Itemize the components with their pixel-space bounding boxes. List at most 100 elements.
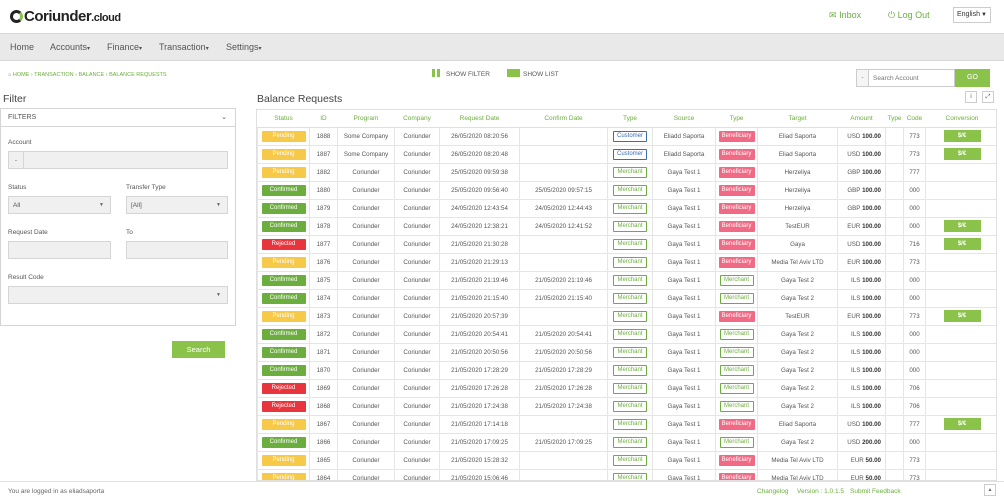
nav-home[interactable]: Home (10, 42, 34, 52)
column-header[interactable]: Confirm Date (519, 110, 608, 128)
breadcrumb-balance-requests[interactable]: BALANCE REQUESTS (109, 72, 167, 78)
inbox-label: Inbox (839, 10, 862, 20)
show-list-toggle[interactable]: SHOW LIST (507, 69, 559, 78)
expand-icon[interactable]: ⤢ (982, 91, 994, 103)
changelog-link[interactable]: Changelog (757, 488, 789, 495)
conversion-button[interactable]: $/€ (943, 238, 981, 250)
table-row[interactable]: Confirmed 1879 Coriunder Coriunder 24/05/202… (257, 198, 996, 218)
filters-collapse-header[interactable]: FILTERS ⌄ (1, 109, 235, 127)
request-date-from-field[interactable] (8, 241, 111, 259)
table-row[interactable]: Confirmed 1872 Coriunder Coriunder 21/05/202… (257, 324, 996, 344)
column-header[interactable]: Target (757, 110, 838, 128)
conversion-button[interactable]: $/€ (943, 130, 981, 142)
id-cell[interactable]: 1876 (309, 252, 338, 272)
table-row[interactable]: Pending 1865 Coriunder Coriunder 21/05/2020 … (257, 450, 996, 470)
column-header[interactable]: Conversion (925, 110, 996, 128)
nav-accounts[interactable]: Accounts▾ (50, 42, 90, 52)
id-cell[interactable]: 1878 (309, 216, 338, 236)
column-header[interactable]: Program (337, 110, 395, 128)
id-cell[interactable]: 1872 (309, 324, 338, 344)
table-row[interactable]: Pending 1887 Some Company Coriunder 26/05/20… (257, 144, 996, 164)
show-filter-toggle[interactable]: SHOW FILTER (432, 69, 490, 78)
nav-finance[interactable]: Finance▾ (107, 42, 142, 52)
column-header[interactable]: Status (257, 110, 310, 128)
id-cell[interactable]: 1866 (309, 432, 338, 452)
table-row[interactable]: Pending 1882 Coriunder Coriunder 25/05/2020 … (257, 162, 996, 182)
table-row[interactable]: Confirmed 1874 Coriunder Coriunder 21/05/202… (257, 288, 996, 308)
nav-transaction[interactable]: Transaction▾ (159, 42, 209, 52)
table-row[interactable]: Confirmed 1878 Coriunder Coriunder 24/05/202… (257, 216, 996, 236)
table-row[interactable]: Pending 1873 Coriunder Coriunder 21/05/2020 … (257, 306, 996, 326)
column-header[interactable]: ID (309, 110, 338, 128)
filter-search-button[interactable]: Search (172, 341, 225, 358)
id-cell[interactable]: 1873 (309, 306, 338, 326)
table-row[interactable]: Confirmed 1880 Coriunder Coriunder 25/05/202… (257, 180, 996, 200)
column-header[interactable]: Type (607, 110, 653, 128)
table-row[interactable]: Rejected 1877 Coriunder Coriunder 21/05/2020… (257, 234, 996, 254)
info-icon[interactable]: i (965, 91, 977, 103)
id-cell[interactable]: 1875 (309, 270, 338, 290)
source-type-badge: Merchant (613, 274, 647, 286)
conversion-button[interactable]: $/€ (943, 220, 981, 232)
source-type-cell: Merchant (607, 306, 653, 326)
go-button[interactable]: GO (955, 69, 990, 87)
status-cell: Pending (257, 252, 310, 272)
id-cell[interactable]: 1879 (309, 198, 338, 218)
language-select[interactable]: English ▼ (953, 7, 991, 23)
column-header[interactable]: Amount (837, 110, 886, 128)
column-header[interactable]: Type (715, 110, 758, 128)
table-row[interactable]: Rejected 1869 Coriunder Coriunder 21/05/2020… (257, 378, 996, 398)
table-row[interactable]: Confirmed 1870 Coriunder Coriunder 21/05/202… (257, 360, 996, 380)
id-cell[interactable]: 1868 (309, 396, 338, 416)
column-header[interactable]: Source (652, 110, 716, 128)
result-code-select[interactable]: ▼ (8, 286, 228, 304)
source-cell: Gaya Test 1 (652, 234, 716, 254)
id-cell[interactable]: 1864 (309, 468, 338, 480)
breadcrumb-balance[interactable]: BALANCE (78, 72, 105, 78)
submit-feedback-link[interactable]: Submit Feedback (850, 488, 901, 495)
account-field[interactable] (24, 151, 228, 169)
conversion-button[interactable]: $/€ (943, 148, 981, 160)
table-row[interactable]: Confirmed 1871 Coriunder Coriunder 21/05/202… (257, 342, 996, 362)
column-header[interactable]: Request Date (439, 110, 520, 128)
id-cell[interactable]: 1869 (309, 378, 338, 398)
table-row[interactable]: Pending 1888 Some Company Coriunder 26/05/20… (257, 126, 996, 146)
table-row[interactable]: Pending 1864 Coriunder Coriunder 21/05/2020 … (257, 468, 996, 480)
id-cell[interactable]: 1877 (309, 234, 338, 254)
nav-home-label: Home (10, 42, 35, 52)
conversion-button[interactable]: $/€ (943, 418, 981, 430)
id-cell[interactable]: 1880 (309, 180, 338, 200)
request-date-to-field[interactable] (126, 241, 228, 259)
transfer-type-select[interactable]: [All] ▼ (126, 196, 228, 214)
chevron-up-icon[interactable]: ▲ (984, 484, 996, 496)
logout-link[interactable]: ⏻ Log Out (888, 10, 930, 21)
search-account-input[interactable] (869, 69, 955, 87)
inbox-link[interactable]: ✉ Inbox (829, 10, 861, 21)
search-type-dropdown[interactable]: - (856, 69, 869, 87)
column-header[interactable]: Company (394, 110, 440, 128)
breadcrumb-transaction[interactable]: TRANSACTION (34, 72, 74, 78)
table-row[interactable]: Pending 1867 Coriunder Coriunder 21/05/2020 … (257, 414, 996, 434)
brand-logo[interactable]: Coriunder.cloud (10, 8, 121, 25)
breadcrumb-home[interactable]: HOME (12, 72, 30, 78)
id-cell[interactable]: 1874 (309, 288, 338, 308)
status-select[interactable]: All ▼ (8, 196, 111, 214)
column-header[interactable]: Type (885, 110, 904, 128)
id-cell[interactable]: 1867 (309, 414, 338, 434)
table-row[interactable]: Confirmed 1866 Coriunder Coriunder 21/05/202… (257, 432, 996, 452)
id-cell[interactable]: 1882 (309, 162, 338, 182)
amount-type-cell (885, 162, 904, 182)
table-row[interactable]: Rejected 1868 Coriunder Coriunder 21/05/2020… (257, 396, 996, 416)
table-row[interactable]: Pending 1876 Coriunder Coriunder 21/05/2020 … (257, 252, 996, 272)
id-cell[interactable]: 1888 (309, 126, 338, 146)
id-cell[interactable]: 1887 (309, 144, 338, 164)
table-row[interactable]: Confirmed 1875 Coriunder Coriunder 21/05/202… (257, 270, 996, 290)
id-cell[interactable]: 1871 (309, 342, 338, 362)
column-header[interactable]: Code (903, 110, 926, 128)
conversion-button[interactable]: $/€ (943, 310, 981, 322)
id-cell[interactable]: 1870 (309, 360, 338, 380)
account-type-dropdown[interactable]: - (8, 151, 24, 169)
id-cell[interactable]: 1865 (309, 450, 338, 470)
code-cell: 000 (903, 198, 926, 218)
nav-settings[interactable]: Settings▾ (226, 42, 262, 52)
